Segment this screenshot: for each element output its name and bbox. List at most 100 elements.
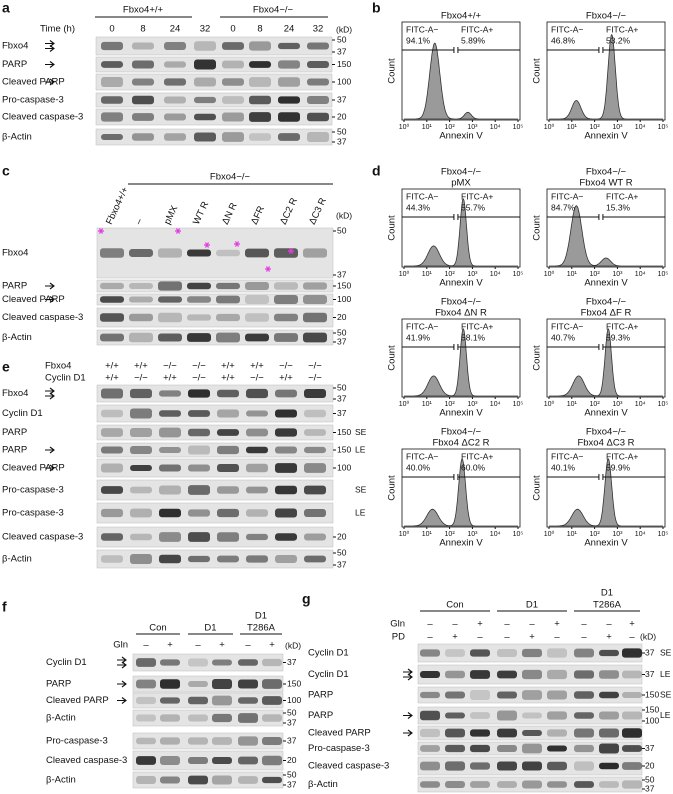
band (445, 728, 465, 738)
row-label: Cleaved PARP (46, 695, 109, 706)
asterisk (204, 242, 210, 248)
band (159, 410, 181, 417)
band (547, 729, 567, 737)
histogram (404, 198, 518, 267)
x-tick-label: 10² (445, 124, 456, 131)
band (187, 282, 211, 290)
band (420, 781, 440, 788)
band (129, 282, 153, 290)
band (307, 60, 329, 69)
lane-label: 8 (257, 24, 262, 35)
band (164, 61, 186, 68)
gate-label: FITC-A+ (461, 24, 493, 34)
x-axis-label: Annexin V (584, 538, 628, 549)
size-marker: 37 (337, 408, 347, 418)
band (599, 743, 619, 754)
band (194, 41, 216, 51)
exposure-note: LE (355, 444, 366, 454)
gate-label: FITC-A+ (606, 451, 638, 461)
row-label: β-Actin (2, 554, 32, 565)
band (194, 59, 216, 70)
size-marker: 50 (337, 126, 347, 136)
band (222, 78, 244, 86)
band (130, 408, 152, 419)
band (188, 658, 208, 667)
row-label: Cleaved caspase-3 (46, 755, 127, 766)
band (249, 77, 271, 87)
group-label: D1 (526, 600, 538, 611)
treatment-label: Gln (113, 640, 128, 651)
x-tick-label: 10⁵ (658, 401, 669, 408)
treatment-value: – (427, 632, 433, 643)
blot-strip (96, 549, 334, 569)
size-marker: 37 (337, 136, 347, 146)
gate-percent: 53.2% (606, 35, 631, 45)
band (159, 446, 181, 454)
band (159, 485, 181, 495)
size-marker: 37 (337, 94, 347, 104)
band (497, 728, 517, 738)
band (307, 112, 329, 122)
band (132, 113, 154, 121)
x-axis-label: Annexin V (584, 131, 628, 142)
size-marker: 20 (287, 755, 297, 765)
band (216, 282, 240, 290)
x-tick-label: 10² (590, 271, 601, 278)
band (212, 775, 232, 785)
lane-label: 0 (109, 24, 114, 35)
x-tick-label: 10³ (612, 401, 623, 408)
gate-percent: 84.7% (551, 202, 576, 212)
gate-label: FITC-A− (551, 451, 583, 461)
band (470, 729, 490, 737)
row-label: PARP (308, 710, 333, 721)
x-tick-label: 10⁴ (635, 531, 646, 538)
band (262, 776, 282, 784)
x-tick-label: 10⁰ (544, 270, 555, 278)
lane-label: 8 (140, 24, 145, 35)
band (470, 670, 490, 679)
row-label: Fbxo4 (2, 41, 28, 52)
band (188, 464, 210, 472)
x-axis-label: Annexin V (584, 278, 628, 289)
group-label: Con (149, 623, 166, 634)
band (188, 485, 210, 495)
x-axis-label: Annexin V (584, 408, 628, 419)
band (100, 313, 124, 322)
x-tick-label: 10⁴ (635, 271, 646, 278)
band (304, 389, 326, 398)
gate-label: FITC-A− (406, 24, 438, 34)
gate-percent: 40.7% (551, 332, 576, 342)
band (307, 96, 329, 104)
band (238, 756, 258, 765)
band (470, 690, 490, 700)
band (160, 737, 180, 745)
band (420, 745, 440, 752)
exposure-note: LE (660, 710, 671, 720)
band (188, 428, 210, 437)
band (159, 464, 181, 472)
x-tick-label: 10⁵ (513, 531, 524, 538)
treatment-value: – (581, 632, 587, 643)
band (245, 333, 269, 342)
size-marker: 37 (337, 46, 347, 56)
arrow (45, 45, 55, 52)
band (217, 445, 239, 455)
y-axis-label: Count (532, 215, 543, 241)
band (159, 508, 181, 518)
band (100, 296, 124, 303)
x-tick-label: 10¹ (422, 271, 433, 278)
row-label: PARP (46, 679, 71, 690)
exposure-note: SE (355, 427, 367, 437)
panel-letter: b (372, 0, 381, 16)
row-label: Cleaved caspase-3 (2, 312, 83, 323)
band (222, 112, 244, 122)
band (547, 711, 567, 720)
treatment-value: + (167, 640, 173, 651)
plot-title: Fbxo4 ΔC2 R (432, 438, 489, 449)
band (246, 509, 268, 517)
row-label: β-Actin (2, 332, 32, 343)
band (216, 332, 240, 343)
lane-label: ΔC2 R (278, 196, 300, 226)
band (160, 659, 180, 666)
band (497, 710, 517, 721)
